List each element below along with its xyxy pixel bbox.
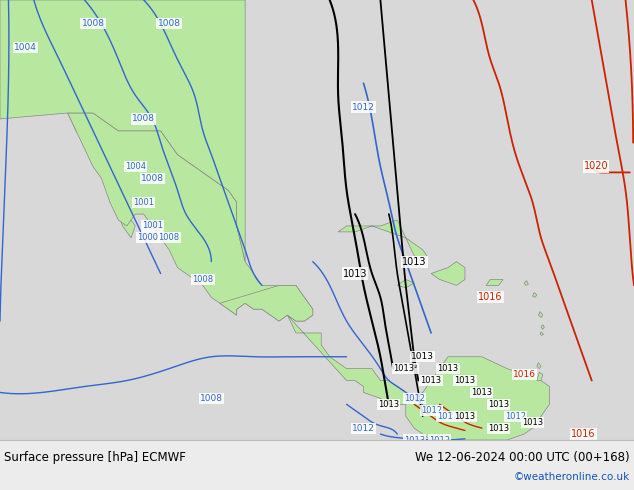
Text: 1013: 1013: [402, 257, 427, 267]
Polygon shape: [524, 281, 528, 285]
Text: 1008: 1008: [158, 19, 181, 28]
Text: We 12-06-2024 00:00 UTC (00+168): We 12-06-2024 00:00 UTC (00+168): [415, 450, 630, 464]
Text: 1013²: 1013²: [394, 364, 418, 373]
Bar: [0, 440, 634, 490]
Polygon shape: [431, 262, 465, 285]
Text: 1013: 1013: [420, 376, 442, 385]
Text: 1013: 1013: [455, 376, 476, 385]
Polygon shape: [540, 332, 543, 335]
Text: 1012: 1012: [420, 406, 442, 415]
Polygon shape: [537, 363, 541, 368]
Text: 1013: 1013: [488, 424, 509, 433]
Text: 1016: 1016: [513, 370, 536, 379]
Polygon shape: [406, 357, 550, 440]
Polygon shape: [68, 113, 135, 238]
Text: 1008: 1008: [158, 233, 179, 243]
Text: 1012: 1012: [352, 102, 375, 112]
Text: 1008: 1008: [200, 394, 223, 403]
Text: 1013: 1013: [378, 400, 399, 409]
Text: 1013: 1013: [522, 417, 543, 427]
Text: 1013: 1013: [404, 436, 425, 444]
Text: 1016: 1016: [478, 293, 503, 302]
Text: 1013: 1013: [437, 364, 458, 373]
Text: 1013: 1013: [455, 412, 476, 421]
Text: ©weatheronline.co.uk: ©weatheronline.co.uk: [514, 472, 630, 482]
Polygon shape: [537, 372, 543, 381]
Text: 1008: 1008: [192, 275, 214, 284]
Bar: [0, 0, 634, 440]
Text: 1008: 1008: [141, 174, 164, 183]
Polygon shape: [533, 293, 537, 297]
Text: 1012: 1012: [429, 436, 450, 444]
Text: 1008: 1008: [133, 115, 155, 123]
Text: 1020: 1020: [584, 162, 608, 172]
Text: 1016: 1016: [571, 429, 595, 439]
Polygon shape: [220, 285, 406, 404]
Text: 1000: 1000: [138, 233, 158, 243]
Text: 1004: 1004: [14, 43, 37, 52]
Polygon shape: [0, 0, 245, 262]
Text: 1008: 1008: [82, 19, 105, 28]
Polygon shape: [68, 113, 313, 321]
Polygon shape: [338, 220, 427, 262]
Text: 1001: 1001: [133, 197, 154, 207]
Text: 1013: 1013: [411, 352, 434, 361]
Polygon shape: [398, 279, 414, 288]
Text: 1004: 1004: [125, 162, 146, 171]
Text: 1012: 1012: [352, 424, 375, 433]
Polygon shape: [538, 312, 543, 318]
Text: 1013: 1013: [471, 388, 493, 397]
Text: Surface pressure [hPa] ECMWF: Surface pressure [hPa] ECMWF: [4, 450, 186, 464]
Text: 1013: 1013: [488, 400, 509, 409]
Polygon shape: [486, 279, 503, 285]
Polygon shape: [541, 325, 545, 329]
Text: 1013: 1013: [343, 269, 367, 278]
Text: 1012: 1012: [505, 412, 526, 421]
Text: 1001: 1001: [141, 221, 163, 230]
Text: 1012: 1012: [437, 412, 458, 421]
Text: 1012: 1012: [404, 394, 425, 403]
